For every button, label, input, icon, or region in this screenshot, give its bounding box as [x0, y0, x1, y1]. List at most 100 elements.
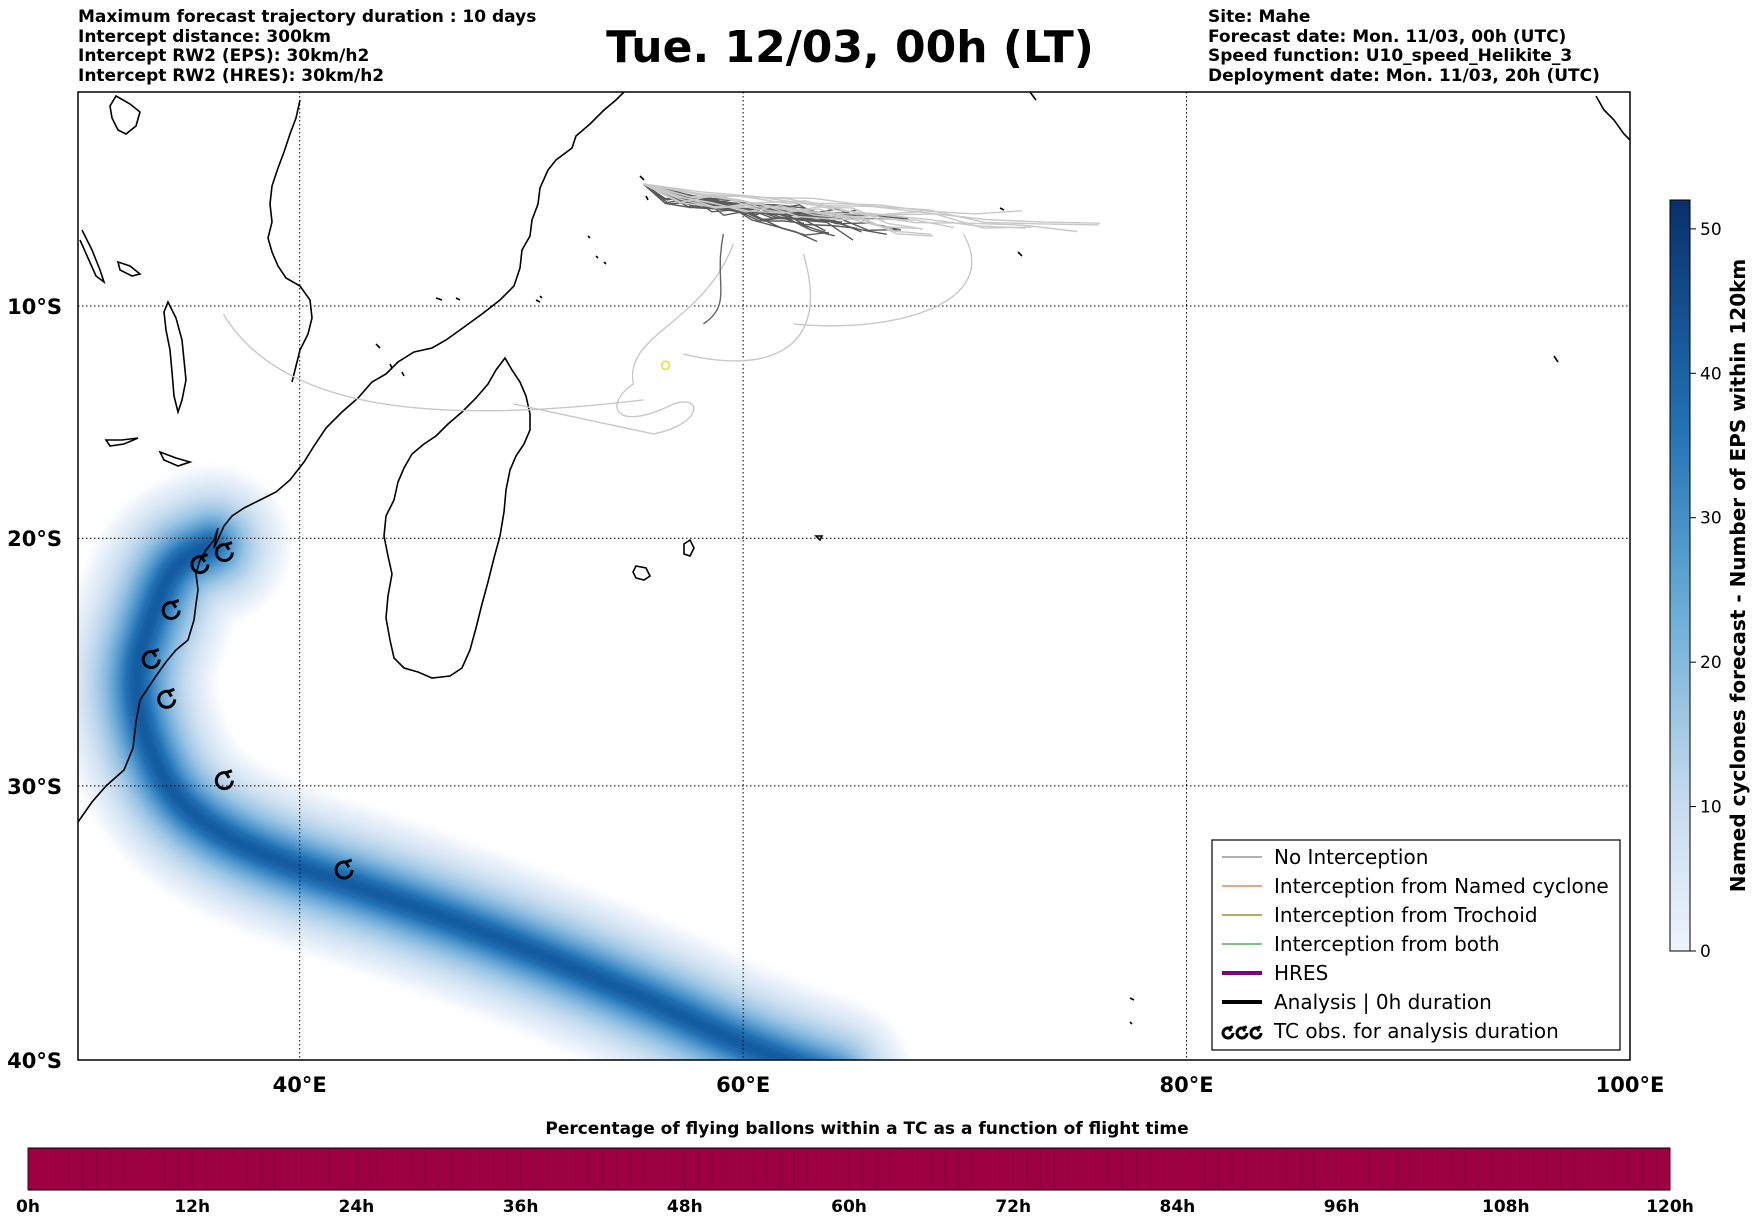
- header-right-line-1: Forecast date: Mon. 11/03, 00h (UTC): [1208, 26, 1567, 47]
- tc-obs-marker-5: [214, 769, 234, 791]
- lake-kariba: [104, 437, 139, 447]
- trajectory-26: [643, 183, 933, 237]
- tc-obs-marker-0: [214, 541, 234, 562]
- timebar-tick-label-9: 108h: [1482, 1197, 1530, 1217]
- mauritius-island: [683, 538, 695, 557]
- lon-tick-label-2: 80°E: [1160, 1073, 1214, 1097]
- cyclone-density-layer: [78, 470, 905, 1060]
- legend-label-4: HRES: [1274, 961, 1328, 985]
- header-right-info: Site: Mahe Forecast date: Mon. 11/03, 00h…: [1208, 7, 1600, 86]
- timebar-tick-label-4: 48h: [667, 1197, 703, 1217]
- header-left-line-2: Intercept RW2 (EPS): 30km/h2: [78, 46, 370, 66]
- trajectory-loop-2: [793, 233, 973, 327]
- lake-tanganyika: [79, 229, 106, 285]
- east-africa-upper-coast: [267, 99, 313, 383]
- main-title: Tue. 12/03, 00h (LT): [606, 22, 1094, 73]
- africa-coastline: [78, 92, 625, 823]
- tc-obs-marker-2: [161, 599, 181, 620]
- colorbar-tick-label-0: 0: [1700, 942, 1711, 962]
- lat-tick-label-3: 40°S: [7, 1049, 62, 1073]
- kerguelen-area: [1129, 997, 1135, 1025]
- legend-label-3: Interception from both: [1274, 932, 1500, 956]
- trajectory-30: [643, 183, 1099, 226]
- lake-victoria: [109, 94, 141, 135]
- timebar-tick-label-2: 24h: [339, 1197, 375, 1217]
- legend-symbol-6-1: [1235, 1025, 1249, 1040]
- trajectory-33: [643, 183, 923, 230]
- legend-label-1: Interception from Named cyclone: [1274, 874, 1609, 898]
- trajectory-loop-1: [683, 253, 812, 362]
- legend-box: [1211, 839, 1621, 1051]
- header-right-line-2: Speed function: U10_speed_Helikite_3: [1208, 46, 1573, 66]
- balloon-trajectories: [222, 183, 1101, 435]
- lake-malawi: [163, 300, 187, 415]
- trajectory-loop-0: [513, 243, 735, 435]
- density-band-6: [127, 536, 810, 1060]
- map-axis-labels: 10°S 20°S 30°S 40°S 40°E 60°E 80°E 100°E: [7, 295, 1664, 1097]
- map-frame: [77, 91, 1631, 1061]
- colorbar-tick-label-5: 50: [1700, 220, 1722, 240]
- comoros-islands: [375, 343, 405, 377]
- legend-symbol-6-2: [1249, 1025, 1263, 1040]
- header-left-info: Maximum forecast trajectory duration : 1…: [78, 7, 537, 86]
- trajectory-25: [643, 183, 955, 229]
- madagascar-coastline: [383, 356, 531, 679]
- timebar-tick-label-7: 84h: [1160, 1197, 1196, 1217]
- timebar-tick-label-6: 72h: [995, 1197, 1031, 1217]
- timebar-tick-label-5: 60h: [831, 1197, 867, 1217]
- legend-label-5: Analysis | 0h duration: [1274, 990, 1492, 1014]
- timebar-title: Percentage of flying ballons within a TC…: [545, 1119, 1188, 1139]
- timebar-tick-label-0: 0h: [16, 1197, 40, 1217]
- header-right-line-3: Deployment date: Mon. 11/03, 20h (UTC): [1208, 65, 1600, 86]
- legend: No Interception Interception from Named c…: [1211, 839, 1621, 1051]
- colorbar-tick-label-4: 40: [1700, 364, 1722, 384]
- tc-obs-marker-3: [141, 648, 161, 669]
- lon-tick-label-1: 60°E: [716, 1073, 770, 1097]
- trajectory-yellow-loop: [660, 360, 671, 371]
- map-grid: [78, 92, 1630, 1060]
- tc-obs-marker-6: [334, 858, 354, 880]
- timebar-tick-label-8: 96h: [1324, 1197, 1360, 1217]
- northeast-islands: [1595, 95, 1630, 141]
- seychelles-islands: [587, 175, 649, 265]
- lat-tick-label-2: 30°S: [7, 775, 62, 799]
- trajectory-9: [642, 183, 805, 224]
- legend-symbol-6-0: [1221, 1025, 1235, 1040]
- trajectory-17: [643, 183, 901, 231]
- colorbar-tick-label-1: 10: [1700, 798, 1722, 818]
- header-right-line-0: Site: Mahe: [1208, 7, 1311, 27]
- legend-label-0: No Interception: [1274, 845, 1428, 869]
- header-left-line-1: Intercept distance: 300km: [78, 26, 331, 47]
- lon-tick-label-3: 100°E: [1596, 1073, 1665, 1097]
- lake-cahora: [158, 450, 193, 467]
- lon-tick-label-0: 40°E: [273, 1073, 327, 1097]
- colorbar-label: Named cyclones forecast - Number of EPS …: [1726, 259, 1750, 893]
- rodrigues-island: [814, 535, 824, 542]
- header-left-line-3: Intercept RW2 (HRES): 30km/h2: [78, 65, 385, 86]
- lat-tick-label-0: 10°S: [7, 295, 62, 319]
- lake-kivu: [116, 260, 142, 277]
- lat-tick-label-1: 20°S: [7, 527, 62, 551]
- chagos-islands: [999, 92, 1559, 363]
- legend-label-6: TC obs. for analysis duration: [1273, 1019, 1559, 1043]
- trajectory-loop-3: [702, 233, 725, 325]
- header-left-line-0: Maximum forecast trajectory duration : 1…: [78, 7, 537, 27]
- timebar-tick-label-10: 120h: [1646, 1197, 1694, 1217]
- timebar-tick-label-1: 12h: [174, 1197, 210, 1217]
- tc-obs-marker-4: [157, 687, 177, 709]
- tc-obs-marker-1: [190, 553, 210, 574]
- flight-time-bar: Percentage of flying ballons within a TC…: [16, 1119, 1694, 1217]
- timebar-tick-label-3: 36h: [503, 1197, 539, 1217]
- colorbar-gradient: [1669, 199, 1691, 952]
- tc-observation-markers: [141, 541, 354, 880]
- trajectory-west: [222, 313, 644, 412]
- colorbar-tick-label-3: 30: [1700, 509, 1722, 529]
- aldabra-islands: [435, 295, 543, 303]
- trajectory-14: [643, 183, 854, 241]
- reunion-island: [632, 565, 652, 581]
- trajectory-32: [643, 183, 1033, 229]
- coastlines: [78, 92, 1630, 1025]
- colorbar-tick-label-2: 20: [1700, 653, 1722, 673]
